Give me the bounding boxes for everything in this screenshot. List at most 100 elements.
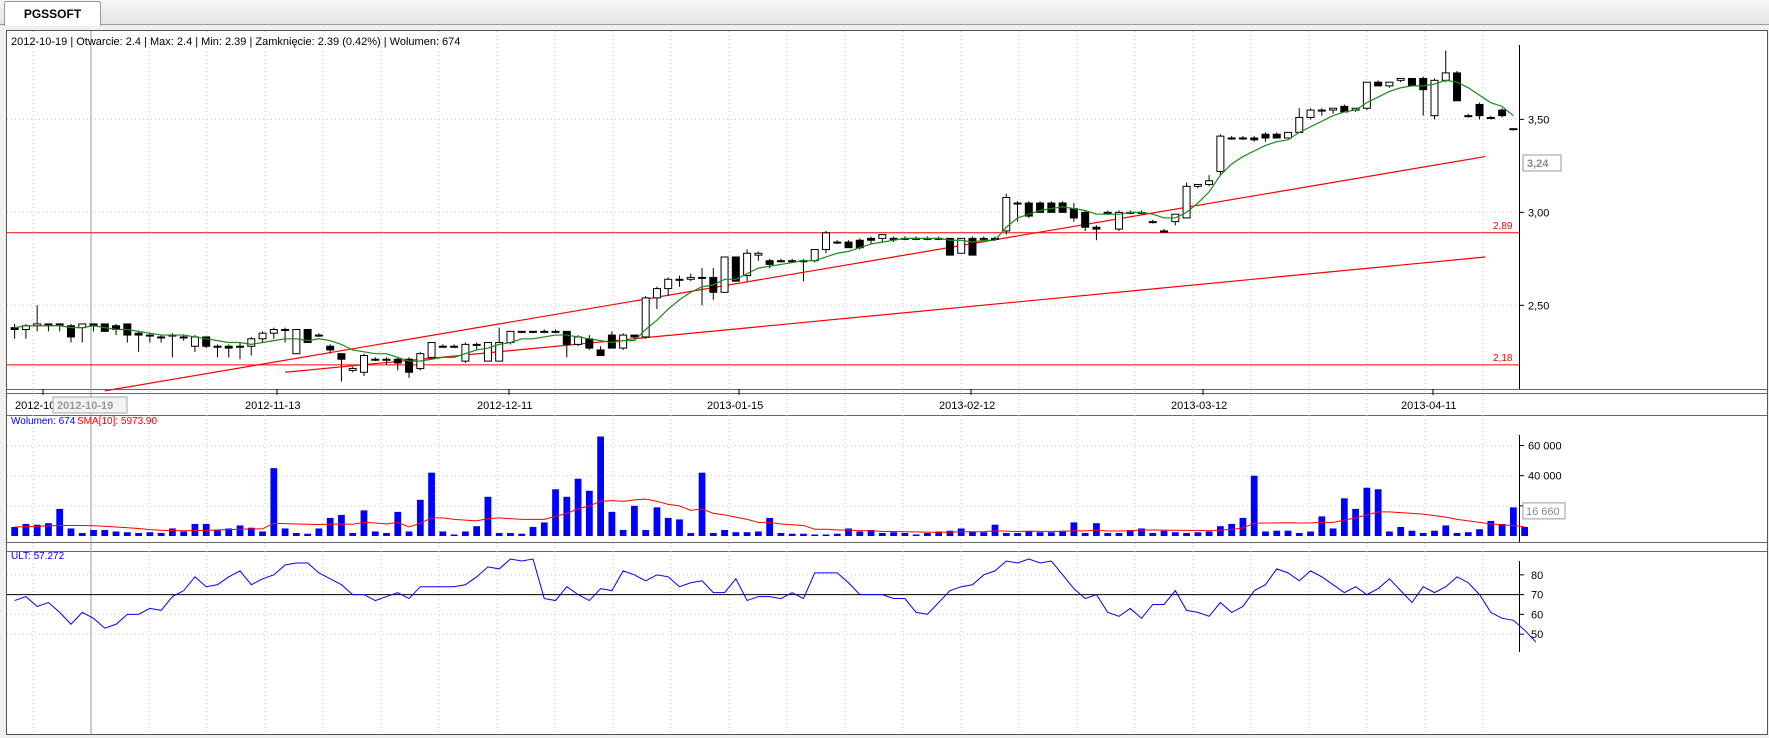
volume-cursor-box bbox=[1522, 502, 1566, 520]
volume-bar bbox=[507, 532, 514, 536]
volume-bar bbox=[1340, 498, 1348, 536]
stock-chart[interactable]: 2,50 3,00 3,50 2,89 2,18 3,24 2012-10 2012-11-1… bbox=[7, 31, 1767, 734]
volume-bar bbox=[292, 532, 300, 536]
candle bbox=[55, 323, 64, 326]
volume-bar bbox=[135, 532, 142, 536]
candle bbox=[686, 276, 695, 280]
volume-legend: Wolumen: 674 bbox=[11, 416, 76, 427]
volume-bar bbox=[281, 528, 289, 536]
candle bbox=[359, 355, 368, 373]
candle bbox=[574, 336, 583, 345]
candle bbox=[562, 330, 571, 345]
volume-bar bbox=[405, 531, 413, 536]
grid-lines bbox=[7, 31, 1767, 734]
volume-bar bbox=[642, 529, 650, 536]
candle bbox=[517, 330, 526, 333]
volume-bar bbox=[1126, 529, 1134, 536]
price-pane: 2,50 3,00 3,50 2,89 2,18 3,24 2012-10 2012-11-1… bbox=[7, 50, 1562, 414]
candle bbox=[991, 237, 1000, 240]
volume-bar bbox=[1002, 532, 1010, 536]
volume-bar bbox=[495, 532, 503, 536]
level-label: 2,18 bbox=[1493, 353, 1513, 364]
candle bbox=[675, 278, 684, 281]
volume-bar bbox=[574, 478, 582, 536]
candle bbox=[1317, 109, 1326, 112]
volume-bar bbox=[1250, 475, 1258, 536]
volume-bar bbox=[259, 531, 266, 536]
volume-bar bbox=[1070, 522, 1078, 536]
candle bbox=[889, 237, 898, 240]
volume-bar bbox=[146, 532, 154, 536]
volume-bar bbox=[78, 532, 86, 536]
y-tick-label: 50 bbox=[1531, 629, 1543, 641]
candle bbox=[236, 345, 245, 348]
volume-bar bbox=[597, 436, 604, 536]
tab-pgssoft[interactable]: PGSSOFT bbox=[4, 1, 101, 26]
candle bbox=[1419, 77, 1428, 91]
volume-bar bbox=[1453, 532, 1461, 536]
y-tick-label: 3,50 bbox=[1528, 114, 1549, 126]
x-tick-label: 2013-02-12 bbox=[939, 400, 995, 412]
ohlc-info-text: 2012-10-19 | Otwarcie: 2.4 | Max: 2.4 | … bbox=[11, 36, 460, 48]
candle bbox=[1374, 81, 1383, 87]
x-tick-label: 2013-03-12 bbox=[1171, 400, 1227, 412]
candle bbox=[202, 336, 211, 347]
volume-bar bbox=[1273, 530, 1281, 536]
trend-line bbox=[104, 155, 1486, 392]
volume-bar bbox=[867, 529, 875, 536]
candle bbox=[1182, 185, 1191, 219]
volume-bar bbox=[664, 517, 672, 536]
volume-bar bbox=[1521, 526, 1529, 536]
candle bbox=[810, 249, 819, 262]
candle bbox=[495, 342, 504, 362]
volume-bar bbox=[1374, 489, 1382, 536]
volume-bar bbox=[1205, 531, 1213, 536]
volume-bar bbox=[428, 472, 435, 536]
volume-bar bbox=[833, 533, 841, 536]
candle bbox=[844, 241, 853, 249]
volume-bar bbox=[304, 533, 311, 536]
x-tick-label: 2012-10 bbox=[15, 400, 55, 412]
volume-bar bbox=[33, 524, 41, 536]
candle bbox=[1329, 107, 1338, 111]
volume-bar bbox=[484, 496, 492, 536]
volume-bar bbox=[394, 511, 402, 536]
volume-bar bbox=[1307, 531, 1314, 536]
candle bbox=[371, 358, 380, 361]
level-label: 2,89 bbox=[1493, 221, 1513, 232]
candle bbox=[765, 260, 774, 265]
candle bbox=[743, 252, 752, 277]
volume-bar bbox=[766, 517, 774, 536]
volume-bar bbox=[1487, 520, 1495, 536]
candle bbox=[1475, 104, 1484, 117]
candle bbox=[867, 237, 876, 241]
volume-bar bbox=[676, 519, 683, 536]
volume-bar bbox=[1104, 532, 1112, 536]
y-tick-label: 70 bbox=[1531, 590, 1543, 602]
candle bbox=[528, 330, 537, 333]
volume-bar bbox=[11, 526, 19, 536]
candle bbox=[540, 330, 549, 333]
candle bbox=[630, 334, 639, 338]
volume-bar bbox=[56, 508, 64, 536]
candle bbox=[1216, 135, 1225, 172]
volume-cursor-label: 16 660 bbox=[1526, 506, 1560, 518]
volume-bar bbox=[1386, 531, 1393, 536]
candle bbox=[1160, 230, 1169, 233]
candle bbox=[596, 349, 605, 357]
candle bbox=[979, 237, 988, 240]
candle bbox=[247, 338, 256, 347]
y-tick-label: 3,00 bbox=[1528, 207, 1549, 219]
candle bbox=[179, 336, 188, 339]
candle bbox=[382, 358, 391, 361]
volume-bar bbox=[631, 505, 638, 536]
candle bbox=[788, 260, 797, 263]
candle bbox=[190, 336, 199, 347]
candle bbox=[450, 345, 459, 348]
volume-bar bbox=[416, 499, 424, 536]
volume-bar bbox=[169, 528, 176, 536]
volume-bar bbox=[1081, 532, 1089, 536]
candle bbox=[1486, 117, 1495, 120]
candle bbox=[1362, 81, 1371, 109]
